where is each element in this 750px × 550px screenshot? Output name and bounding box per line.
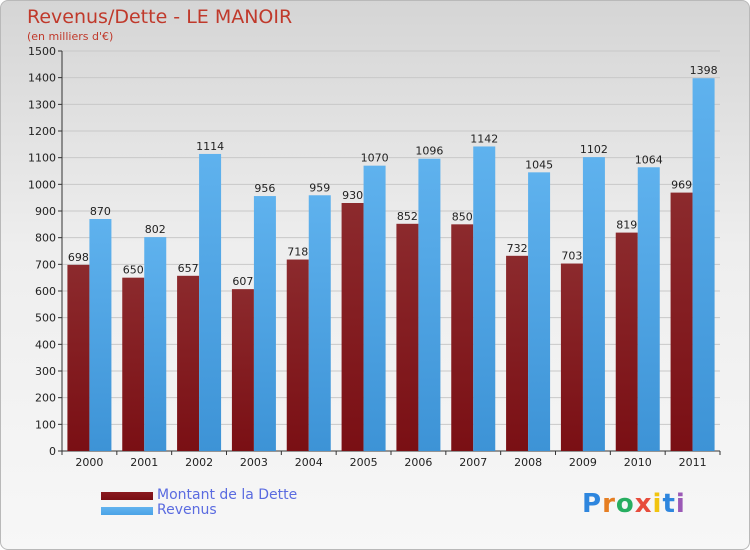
legend-label-revenus: Revenus — [157, 502, 217, 518]
x-tick-label: 2001 — [130, 456, 158, 469]
y-tick-label: 1400 — [28, 72, 56, 85]
data-label: 1064 — [635, 153, 663, 166]
x-tick-label: 2003 — [240, 456, 268, 469]
bar-dette — [286, 259, 309, 451]
bar-dette — [122, 277, 145, 451]
data-label: 819 — [616, 219, 637, 232]
bar-revenus — [89, 219, 112, 451]
bar-dette — [341, 203, 364, 451]
data-label: 703 — [561, 250, 582, 263]
data-label: 956 — [254, 182, 275, 195]
x-tick-label: 2000 — [75, 456, 103, 469]
chart-title: Revenus/Dette - LE MANOIR — [27, 6, 293, 28]
bar-dette — [615, 232, 638, 451]
bar-revenus — [528, 172, 551, 452]
bar-revenus — [418, 158, 441, 451]
legend-item-dette: Montant de la Dette — [101, 488, 297, 503]
legend-swatch-revenus — [101, 506, 153, 515]
x-tick-label: 2011 — [679, 456, 707, 469]
x-tick-label: 2002 — [185, 456, 213, 469]
data-label: 718 — [287, 246, 308, 259]
bar-revenus — [308, 195, 331, 451]
data-label: 1045 — [525, 158, 553, 171]
y-tick-label: 600 — [35, 285, 56, 298]
y-tick-label: 1300 — [28, 98, 56, 111]
data-label: 732 — [507, 242, 528, 255]
y-tick-label: 1500 — [28, 45, 56, 58]
data-label: 802 — [145, 223, 166, 236]
logo-letter: t — [662, 489, 676, 519]
x-tick-label: 2008 — [514, 456, 542, 469]
y-tick-label: 300 — [35, 365, 56, 378]
data-label: 1114 — [196, 140, 224, 153]
logo-letter: r — [602, 489, 616, 519]
data-label: 650 — [123, 264, 144, 277]
data-label: 850 — [452, 210, 473, 223]
y-tick-label: 1000 — [28, 178, 56, 191]
y-tick-label: 400 — [35, 338, 56, 351]
legend: Montant de la Dette Revenus — [101, 488, 297, 518]
legend-item-revenus: Revenus — [101, 503, 297, 518]
bar-revenus — [199, 153, 222, 451]
bar-revenus — [473, 146, 496, 451]
legend-label-dette: Montant de la Dette — [157, 487, 298, 503]
bar-dette — [396, 223, 419, 451]
bar-dette — [231, 289, 254, 451]
data-label: 852 — [397, 210, 418, 223]
y-tick-label: 0 — [49, 445, 56, 458]
bar-dette — [670, 192, 693, 451]
y-tick-label: 700 — [35, 258, 56, 271]
logo-letter: i — [675, 489, 686, 519]
data-label: 1102 — [580, 143, 608, 156]
data-label: 969 — [671, 179, 692, 192]
y-tick-label: 1200 — [28, 125, 56, 138]
x-tick-label: 2009 — [569, 456, 597, 469]
x-tick-label: 2006 — [404, 456, 432, 469]
y-tick-label: 100 — [35, 418, 56, 431]
data-label: 870 — [90, 205, 111, 218]
y-tick-label: 200 — [35, 392, 56, 405]
bar-dette — [451, 224, 474, 451]
data-label: 1096 — [415, 145, 443, 158]
logo-letter: o — [615, 489, 635, 519]
bar-revenus — [582, 157, 605, 451]
data-label: 607 — [232, 275, 253, 288]
data-label: 930 — [342, 189, 363, 202]
y-tick-label: 800 — [35, 232, 56, 245]
logo-letter: x — [634, 489, 653, 519]
y-tick-label: 900 — [35, 205, 56, 218]
logo-letter: P — [582, 489, 603, 519]
bar-revenus — [144, 237, 167, 451]
bar-revenus — [253, 196, 276, 451]
bar-dette — [177, 275, 200, 451]
bar-dette — [560, 263, 583, 451]
y-tick-label: 500 — [35, 312, 56, 325]
y-tick-label: 1100 — [28, 152, 56, 165]
data-label: 1142 — [470, 132, 498, 145]
bar-dette — [67, 264, 90, 451]
data-label: 698 — [68, 251, 89, 264]
data-label: 1398 — [690, 64, 718, 77]
x-tick-label: 2005 — [350, 456, 378, 469]
proxiti-logo: Proxiti — [582, 489, 686, 519]
data-label: 1070 — [361, 152, 389, 165]
chart-subtitle: (en milliers d'€) — [27, 30, 114, 43]
legend-swatch-dette — [101, 491, 153, 500]
bar-dette — [506, 255, 529, 451]
bar-revenus — [637, 167, 660, 451]
bar-revenus — [692, 78, 715, 451]
bar-revenus — [363, 165, 386, 451]
x-tick-label: 2004 — [295, 456, 323, 469]
x-tick-label: 2007 — [459, 456, 487, 469]
x-tick-label: 2010 — [624, 456, 652, 469]
logo-letter: i — [652, 489, 663, 519]
data-label: 657 — [178, 262, 199, 275]
data-label: 959 — [309, 181, 330, 194]
